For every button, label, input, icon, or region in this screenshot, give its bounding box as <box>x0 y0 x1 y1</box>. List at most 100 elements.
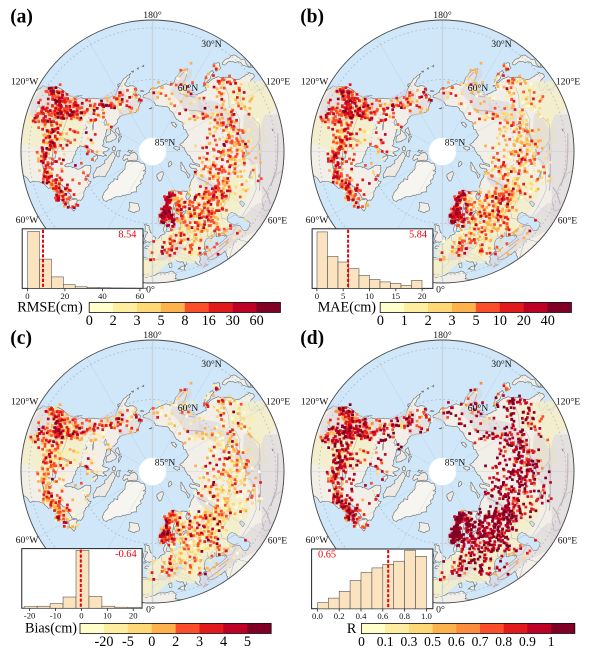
svg-text:0: 0 <box>79 611 84 621</box>
svg-text:10: 10 <box>103 611 112 621</box>
svg-text:2: 2 <box>425 313 432 329</box>
svg-text:30°N: 30°N <box>491 359 512 370</box>
svg-text:0.4: 0.4 <box>356 611 368 621</box>
svg-text:10: 10 <box>493 313 507 329</box>
svg-text:0.6: 0.6 <box>377 611 389 621</box>
svg-text:40: 40 <box>98 291 107 301</box>
svg-text:2: 2 <box>172 634 179 649</box>
svg-text:180°: 180° <box>433 10 452 21</box>
svg-text:-5: -5 <box>122 634 134 649</box>
svg-text:0.6: 0.6 <box>448 634 465 649</box>
svg-text:0.8: 0.8 <box>495 634 512 649</box>
svg-text:20: 20 <box>61 291 70 301</box>
svg-text:180°: 180° <box>143 10 162 21</box>
svg-text:30°N: 30°N <box>201 359 222 370</box>
svg-text:0: 0 <box>86 313 93 329</box>
svg-text:5: 5 <box>157 313 164 329</box>
svg-text:1.0: 1.0 <box>421 611 433 621</box>
svg-text:R: R <box>347 621 357 637</box>
svg-text:1: 1 <box>401 313 408 329</box>
svg-text:8: 8 <box>181 313 188 329</box>
svg-text:30°N: 30°N <box>201 39 222 50</box>
svg-text:60°W: 60°W <box>16 535 40 546</box>
svg-text:60°N: 60°N <box>178 403 199 414</box>
svg-text:0.65: 0.65 <box>318 550 336 561</box>
svg-text:85°N: 85°N <box>445 137 466 148</box>
svg-text:60: 60 <box>136 291 145 301</box>
svg-text:120°W: 120°W <box>11 76 39 87</box>
svg-text:85°N: 85°N <box>155 457 176 468</box>
svg-text:30: 30 <box>226 313 240 329</box>
svg-text:60°W: 60°W <box>306 215 330 226</box>
svg-text:85°N: 85°N <box>445 457 466 468</box>
svg-text:-20: -20 <box>24 611 36 621</box>
svg-text:RMSE(cm): RMSE(cm) <box>17 299 83 315</box>
svg-text:3: 3 <box>449 313 456 329</box>
svg-text:30°N: 30°N <box>491 39 512 50</box>
svg-text:0.3: 0.3 <box>400 634 417 649</box>
svg-text:60°E: 60°E <box>558 535 578 546</box>
svg-text:120°W: 120°W <box>301 396 329 407</box>
svg-text:0°: 0° <box>146 284 155 295</box>
svg-text:0°: 0° <box>436 284 445 295</box>
svg-text:8.54: 8.54 <box>118 229 136 240</box>
svg-text:60°E: 60°E <box>558 215 578 226</box>
svg-text:0: 0 <box>25 291 30 301</box>
svg-text:1: 1 <box>548 634 555 649</box>
svg-text:60°N: 60°N <box>178 83 199 94</box>
svg-text:5: 5 <box>472 313 479 329</box>
svg-text:120°E: 120°E <box>266 397 290 408</box>
svg-text:60°N: 60°N <box>468 403 489 414</box>
svg-text:60°W: 60°W <box>306 535 330 546</box>
svg-text:180°: 180° <box>433 330 452 341</box>
svg-text:15: 15 <box>391 291 400 301</box>
svg-text:MAE(cm): MAE(cm) <box>318 299 377 315</box>
svg-text:5.84: 5.84 <box>409 229 427 240</box>
svg-text:10: 10 <box>365 291 374 301</box>
svg-text:3: 3 <box>134 313 141 329</box>
svg-text:2: 2 <box>110 313 117 329</box>
svg-text:60°E: 60°E <box>268 535 288 546</box>
svg-text:(d): (d) <box>300 328 324 349</box>
svg-text:5: 5 <box>341 291 345 301</box>
svg-text:0.9: 0.9 <box>519 634 536 649</box>
svg-text:0.5: 0.5 <box>424 634 441 649</box>
svg-text:60°E: 60°E <box>268 215 288 226</box>
svg-text:60°N: 60°N <box>468 83 489 94</box>
svg-text:20: 20 <box>517 313 531 329</box>
svg-text:0°: 0° <box>436 604 445 615</box>
svg-text:Bias(cm): Bias(cm) <box>25 620 77 636</box>
svg-text:0.7: 0.7 <box>472 634 489 649</box>
svg-text:60: 60 <box>250 313 264 329</box>
svg-text:0: 0 <box>148 634 155 649</box>
svg-text:20: 20 <box>418 291 427 301</box>
svg-text:120°W: 120°W <box>301 76 329 87</box>
svg-text:20: 20 <box>129 611 138 621</box>
svg-text:4: 4 <box>220 634 227 649</box>
svg-text:0.8: 0.8 <box>399 611 411 621</box>
svg-text:40: 40 <box>541 313 555 329</box>
svg-text:0.2: 0.2 <box>334 611 345 621</box>
svg-text:(c): (c) <box>10 328 32 349</box>
svg-text:-20: -20 <box>95 634 114 649</box>
svg-text:(b): (b) <box>300 6 324 27</box>
svg-text:16: 16 <box>202 313 216 329</box>
svg-text:60°W: 60°W <box>16 215 40 226</box>
svg-text:120°E: 120°E <box>266 77 290 88</box>
svg-text:0: 0 <box>358 634 365 649</box>
svg-text:0: 0 <box>315 291 320 301</box>
svg-text:5: 5 <box>244 634 251 649</box>
svg-text:3: 3 <box>196 634 203 649</box>
svg-text:180°: 180° <box>143 330 162 341</box>
svg-text:120°E: 120°E <box>556 397 580 408</box>
svg-text:0.0: 0.0 <box>312 611 324 621</box>
svg-text:120°W: 120°W <box>11 396 39 407</box>
svg-text:(a): (a) <box>10 6 33 27</box>
svg-text:-10: -10 <box>50 611 62 621</box>
svg-text:0: 0 <box>377 313 384 329</box>
svg-text:120°E: 120°E <box>556 77 580 88</box>
svg-text:85°N: 85°N <box>155 137 176 148</box>
svg-text:0.1: 0.1 <box>377 634 394 649</box>
svg-text:0°: 0° <box>146 604 155 615</box>
svg-text:-0.64: -0.64 <box>115 549 136 560</box>
